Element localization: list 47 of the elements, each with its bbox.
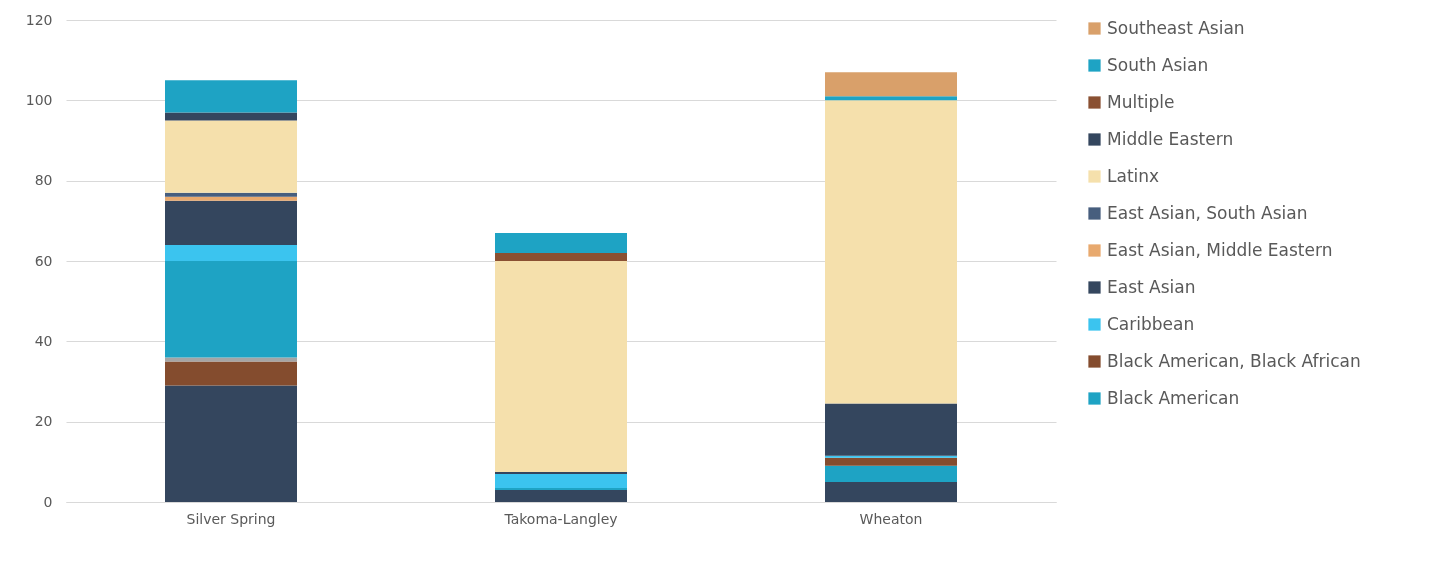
legend-label: Black American [1107, 387, 1240, 408]
legend-label: Black American, Black African [1107, 350, 1361, 371]
bar [165, 112, 297, 121]
bar [165, 196, 297, 201]
y-tick-label: 20 [34, 413, 53, 430]
bar [165, 357, 297, 362]
bar [165, 385, 297, 502]
bar [495, 473, 627, 488]
y-tick-label: 80 [34, 172, 53, 189]
bar [825, 481, 957, 502]
bar [165, 244, 297, 261]
y-tick-label: 100 [25, 91, 53, 108]
bar [825, 96, 957, 101]
legend-label: South Asian [1107, 54, 1209, 75]
legend-label: East Asian [1107, 276, 1196, 297]
y-tick-label: 60 [34, 252, 53, 269]
bar [825, 403, 957, 456]
bar [825, 72, 957, 97]
bar [495, 471, 627, 474]
bar [495, 261, 627, 472]
bar [825, 100, 957, 404]
legend-label: Multiple [1107, 91, 1175, 112]
bar [495, 232, 627, 253]
bar [165, 192, 297, 197]
x-tick-label: Wheaton [859, 510, 923, 527]
y-tick-label: 40 [34, 332, 53, 349]
x-tick-label: Silver Spring [186, 510, 276, 527]
y-tick-label: 0 [43, 493, 53, 510]
bar [165, 200, 297, 245]
legend-label: Middle Eastern [1107, 128, 1234, 149]
bar [165, 120, 297, 193]
bar [825, 457, 957, 466]
legend-label: Latinx [1107, 165, 1160, 186]
y-tick-label: 120 [25, 11, 53, 28]
legend-label: East Asian, Middle Eastern [1107, 239, 1333, 260]
bar [165, 80, 297, 113]
bar [825, 465, 957, 482]
legend-label: Caribbean [1107, 313, 1195, 334]
legend-label: East Asian, South Asian [1107, 202, 1308, 223]
bar [165, 261, 297, 358]
bar [495, 487, 627, 490]
bar [825, 455, 957, 458]
bar [495, 489, 627, 502]
x-tick-label: Takoma-Langley [503, 510, 618, 527]
bar [495, 252, 627, 261]
legend-label: Southeast Asian [1107, 17, 1245, 38]
bar [165, 361, 297, 386]
